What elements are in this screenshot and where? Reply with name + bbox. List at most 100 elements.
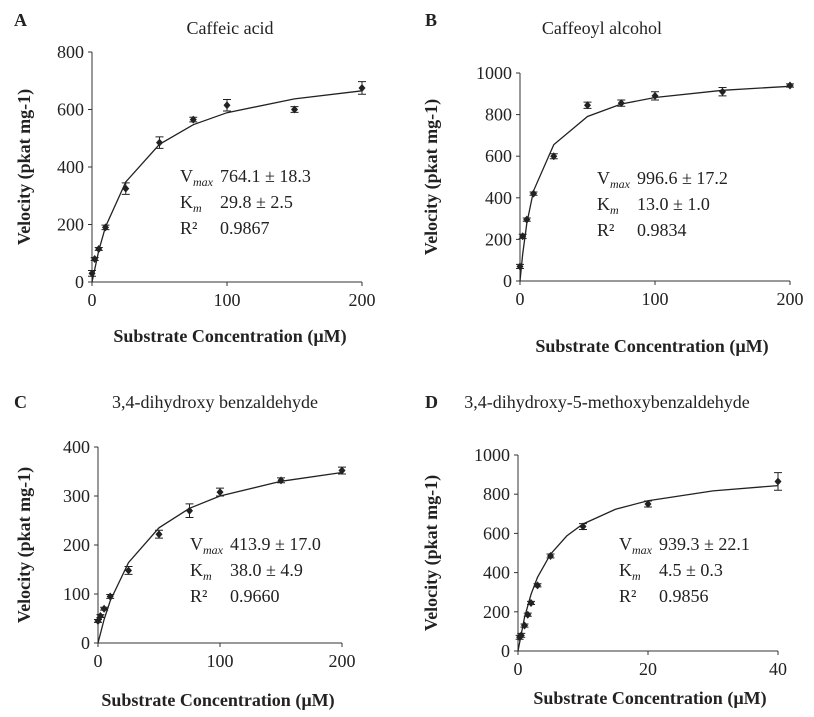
x-tick-label: 100 — [642, 289, 669, 309]
y-tick-label: 200 — [63, 535, 90, 555]
annotation-subscript: max — [203, 543, 224, 557]
data-point — [96, 612, 104, 621]
annotation-symbol: K — [180, 192, 193, 212]
y-tick-label: 800 — [485, 105, 512, 125]
data-point — [106, 592, 114, 601]
annotation-symbol: R² — [190, 586, 207, 606]
data-point — [358, 83, 366, 92]
x-tick-label: 40 — [769, 659, 787, 679]
y-axis-label: Velocity (pkat mg-1) — [421, 99, 442, 255]
y-tick-label: 800 — [57, 42, 84, 62]
y-tick-label: 800 — [483, 484, 510, 504]
data-point — [547, 551, 554, 560]
annotation-value: 29.8 ± 2.5 — [220, 192, 293, 212]
annotation-symbol: K — [619, 560, 632, 580]
fit-curve — [91, 90, 363, 283]
panel-label: C — [14, 392, 27, 412]
x-tick-label: 100 — [214, 290, 241, 310]
data-point — [617, 99, 625, 108]
x-axis-label: Substrate Concentration (µM) — [535, 336, 768, 357]
annotation-symbol: V — [180, 166, 193, 186]
panel-label: D — [425, 392, 438, 412]
x-tick-label: 0 — [88, 290, 97, 310]
panel: D 3,4-dihydroxy-5-methoxybenzaldehyde0200… — [421, 392, 787, 709]
y-tick-label: 600 — [483, 523, 510, 543]
annotation: Vmax 764.1 ± 18.3 — [180, 166, 311, 189]
data-point — [521, 621, 528, 630]
data-point — [216, 488, 224, 497]
x-tick-label: 200 — [329, 651, 356, 671]
y-tick-label: 200 — [483, 602, 510, 622]
data-point — [156, 138, 163, 147]
x-tick-label: 20 — [639, 659, 657, 679]
panel: B Caffeoyl alcohol 0 200 400 600 800 1000 0 100 20… — [421, 10, 804, 357]
annotation-symbol: R² — [597, 220, 614, 240]
chart-title: 3,4-dihydroxy-5-methoxybenzaldehyde — [464, 392, 749, 412]
chart-title: Caffeic acid — [186, 18, 273, 38]
data-point — [584, 101, 591, 110]
data-point — [186, 506, 193, 515]
x-tick-label: 200 — [349, 290, 376, 310]
y-tick-label: 600 — [57, 100, 84, 120]
annotation-value: 764.1 ± 18.3 — [220, 166, 311, 186]
data-point — [277, 476, 285, 485]
data-point — [519, 232, 527, 241]
data-point — [122, 184, 130, 193]
data-point — [155, 530, 163, 539]
y-tick-label: 100 — [63, 584, 90, 604]
data-point — [527, 598, 535, 607]
y-tick-label: 0 — [75, 272, 84, 292]
y-axis-label: Velocity (pkat mg-1) — [421, 475, 442, 631]
annotation-value: 4.5 ± 0.3 — [659, 560, 723, 580]
data-point — [189, 115, 197, 124]
annotation-value: 0.9856 — [659, 586, 709, 606]
annotation-value: 996.6 ± 17.2 — [637, 168, 728, 188]
annotation: R² 0.9660 — [190, 586, 280, 606]
y-tick-label: 200 — [57, 215, 84, 235]
x-tick-label: 100 — [207, 651, 234, 671]
data-point — [644, 500, 652, 508]
y-tick-label: 400 — [483, 563, 510, 583]
chart-title: Caffeoyl alcohol — [542, 18, 662, 38]
panel: C 3,4-dihydroxy benzaldehyde 0 100 200 300 400… — [14, 392, 356, 711]
annotation: Vmax 413.9 ± 17.0 — [190, 534, 321, 557]
y-tick-label: 0 — [81, 633, 90, 653]
annotation: R² 0.9856 — [619, 586, 709, 606]
data-point — [88, 269, 96, 278]
data-point — [223, 101, 231, 110]
annotation-symbol: K — [190, 560, 203, 580]
x-axis-label: Substrate Concentration (µM) — [113, 326, 346, 347]
data-point — [516, 262, 524, 271]
y-tick-label: 0 — [503, 271, 512, 291]
annotation: Km 29.8 ± 2.5 — [180, 192, 293, 215]
annotation-value: 939.3 ± 22.1 — [659, 534, 750, 554]
annotation: Km 13.0 ± 1.0 — [597, 194, 710, 217]
annotation-subscript: max — [193, 175, 214, 189]
fit-curve — [97, 471, 343, 644]
data-point — [774, 477, 782, 486]
x-axis-label: Substrate Concentration (µM) — [101, 690, 334, 711]
annotation: R² 0.9867 — [180, 218, 270, 238]
x-tick-label: 0 — [514, 659, 523, 679]
data-point — [95, 244, 103, 253]
x-tick-label: 200 — [777, 289, 804, 309]
annotation-subscript: m — [632, 569, 641, 583]
data-point — [517, 631, 525, 640]
annotation-symbol: V — [190, 534, 203, 554]
data-point — [291, 105, 298, 114]
data-point — [102, 223, 109, 232]
data-point — [338, 466, 346, 475]
y-tick-label: 300 — [63, 486, 90, 506]
data-point — [534, 581, 541, 590]
annotation-value: 0.9867 — [220, 218, 270, 238]
annotation-value: 0.9660 — [230, 586, 280, 606]
chart-title: 3,4-dihydroxy benzaldehyde — [112, 392, 318, 412]
annotation-symbol: K — [597, 194, 610, 214]
annotation-value: 38.0 ± 4.9 — [230, 560, 303, 580]
data-point — [786, 81, 794, 90]
y-tick-label: 600 — [485, 146, 512, 166]
data-point — [125, 566, 132, 575]
data-point — [550, 152, 558, 161]
